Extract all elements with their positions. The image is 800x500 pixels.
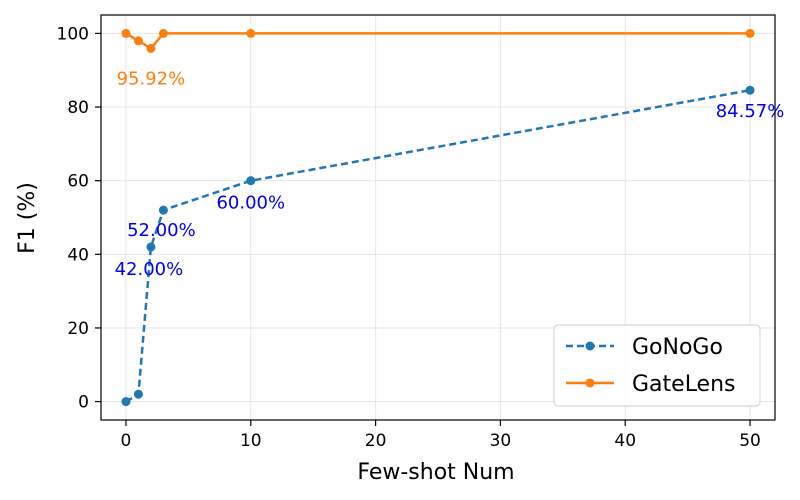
x-tick-label: 10 xyxy=(240,431,262,451)
tick-layer: 0 10 20 30 40 50 0 20 40 60 80 100 xyxy=(57,24,761,451)
data-point-gonogo xyxy=(146,242,156,252)
data-label: 60.00% xyxy=(216,193,285,214)
y-tick-label: 40 xyxy=(67,245,89,265)
y-tick-label: 20 xyxy=(67,319,89,339)
data-label: 84.57% xyxy=(716,101,785,122)
data-point-gonogo xyxy=(121,397,131,407)
data-point-gatelens xyxy=(246,28,256,38)
y-tick-label: 80 xyxy=(67,98,89,118)
plot-frame xyxy=(100,14,776,421)
series-line-gatelens xyxy=(125,32,750,50)
data-point-gonogo xyxy=(246,176,256,186)
data-point-gatelens xyxy=(158,28,168,38)
data-point-gonogo xyxy=(745,85,755,95)
data-label: 52.00% xyxy=(127,220,196,241)
x-tick-label: 30 xyxy=(490,431,512,451)
data-point-gatelens xyxy=(745,28,755,38)
data-label: 95.92% xyxy=(117,68,186,89)
y-tick-label: 0 xyxy=(78,393,89,413)
x-tick-label: 40 xyxy=(614,431,636,451)
data-point-gatelens xyxy=(133,36,143,46)
legend-label-gatelens: GateLens xyxy=(632,372,736,397)
data-point-gonogo xyxy=(133,389,143,399)
x-tick-label: 0 xyxy=(121,431,132,451)
legend-marker-gonogo xyxy=(585,341,595,351)
legend: GoNoGo GateLens xyxy=(553,324,761,407)
annotation-layer: 95.92% 52.00% 42.00% 60.00% 84.57% xyxy=(115,68,785,280)
data-point-gatelens xyxy=(146,43,156,53)
data-point-gatelens xyxy=(121,28,131,38)
x-tick-label: 50 xyxy=(739,431,761,451)
y-axis-title: F1 (%) xyxy=(15,182,40,254)
legend-label-gonogo: GoNoGo xyxy=(632,335,723,360)
series-layer xyxy=(121,28,755,407)
y-tick-label: 100 xyxy=(57,24,89,44)
x-tick-label: 20 xyxy=(365,431,387,451)
data-label: 42.00% xyxy=(115,259,184,280)
legend-marker-gatelens xyxy=(585,378,595,388)
x-axis-title: Few-shot Num xyxy=(357,460,514,485)
data-point-gonogo xyxy=(158,205,168,215)
y-tick-label: 60 xyxy=(67,172,89,192)
